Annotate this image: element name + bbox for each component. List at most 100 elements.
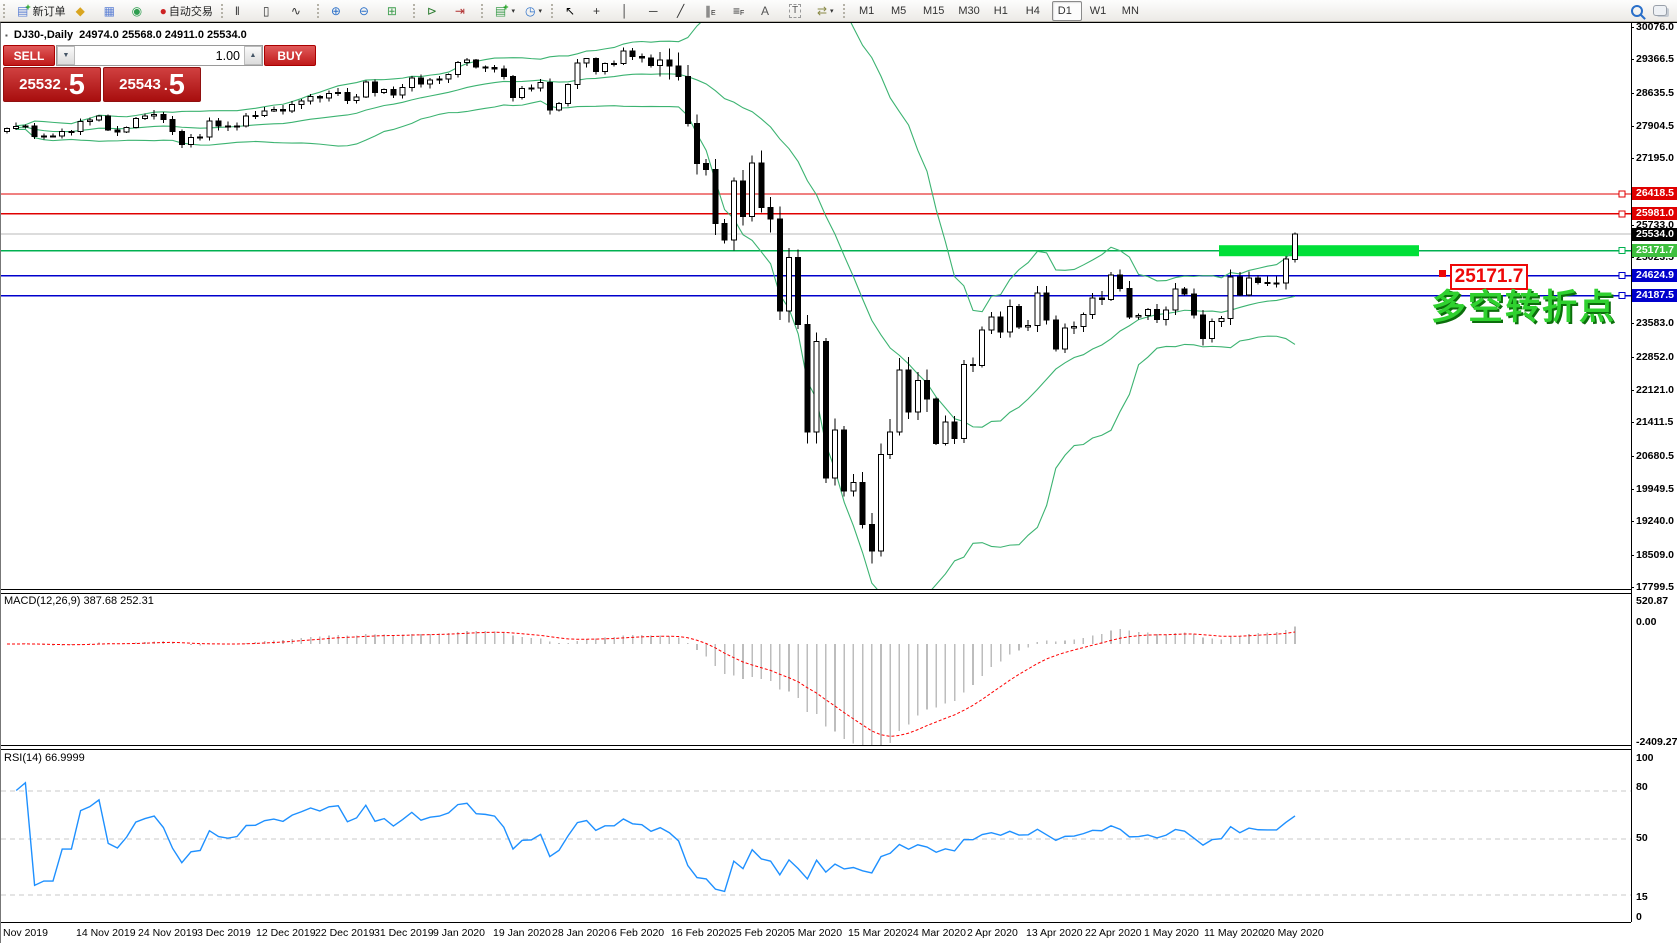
- toolbar: ▤ + 新订单 ◆ ▦ ◉ ● 自动交易 ‖ ▯ ∿ ⊕ ⊖ ⊞ ⊳ ⇥ ▤ + ▾ ◷ ▾ ↖ + │ ─ ╱ ∥ E ≡ F A T ⇄ ▾ M…: [0, 0, 1677, 22]
- horizontal-line-button[interactable]: ─: [645, 1, 671, 21]
- price-axis-label: 28635.5: [1631, 86, 1674, 99]
- fibonacci-button[interactable]: ≡ F: [729, 1, 755, 21]
- tile-windows-button[interactable]: ⊞: [383, 1, 409, 21]
- time-axis-label: 2 Apr 2020: [967, 927, 1018, 939]
- timeframe-h4[interactable]: H4: [1020, 1, 1050, 21]
- autotrading-icon: ●: [159, 3, 167, 18]
- crosshair-icon: +: [592, 3, 600, 18]
- price-axis-label: 23583.0: [1631, 317, 1674, 330]
- candlestick-chart-button[interactable]: ▯: [259, 1, 285, 21]
- text-button[interactable]: A: [757, 1, 783, 21]
- line-end-handle[interactable]: [1618, 292, 1626, 300]
- timeframe-h1-label: H1: [993, 4, 1008, 17]
- timeframe-m15[interactable]: M15: [917, 1, 950, 21]
- vertical-line-button[interactable]: │: [617, 1, 643, 21]
- charts-window-button[interactable]: ▦: [100, 1, 126, 21]
- chart-shift-button[interactable]: ⇥: [451, 1, 477, 21]
- price-axis-label: 29366.5: [1631, 53, 1674, 66]
- time-axis-label: 11 May 2020: [1204, 927, 1264, 939]
- indicators-button[interactable]: ▤ + ▾: [491, 1, 519, 21]
- periods-button[interactable]: ◷ ▾: [521, 1, 547, 21]
- cursor-button[interactable]: ↖: [561, 1, 587, 21]
- annotation-text[interactable]: 多空转折点: [1431, 288, 1617, 327]
- timeframe-h1[interactable]: H1: [988, 1, 1018, 21]
- volume-input[interactable]: [75, 46, 244, 65]
- macd-signal-line: [6, 631, 1296, 737]
- zoom-in-icon: ⊕: [330, 3, 341, 18]
- time-axis[interactable]: Nov 2019 14 Nov 2019 24 Nov 2019 3 Dec 2019…: [1, 922, 1631, 943]
- time-axis-label: 25 Feb 2020: [730, 927, 789, 939]
- rsi-scale-label: 100: [1636, 752, 1654, 764]
- auto-scroll-button[interactable]: ⊳: [423, 1, 449, 21]
- macd-label: MACD(12,26,9) 387.68 252.31: [4, 595, 154, 607]
- zoom-out-icon: ⊖: [358, 3, 369, 18]
- volume-increase-button[interactable]: ▲: [244, 46, 262, 65]
- timeframe-m30-label: M30: [958, 4, 980, 17]
- text-label-icon: T: [788, 3, 802, 18]
- line-chart-icon: ∿: [290, 3, 301, 18]
- community-chat-icon[interactable]: [1653, 5, 1667, 16]
- crosshair-button[interactable]: +: [589, 1, 615, 21]
- line-end-handle[interactable]: [1618, 210, 1626, 218]
- timeframe-m1[interactable]: M1: [853, 1, 883, 21]
- buy-price-dot: .: [163, 76, 168, 93]
- volume-spinner: ▼ ▲: [56, 45, 263, 66]
- timeframe-m5[interactable]: M5: [885, 1, 915, 21]
- chart-shift-icon: ⇥: [454, 3, 465, 18]
- price-axis-label: 27904.5: [1631, 120, 1674, 133]
- time-axis-label: 15 Mar 2020: [848, 927, 907, 939]
- timeframe-m1-label: M1: [858, 4, 875, 17]
- line-end-handle[interactable]: [1618, 272, 1626, 280]
- candles: [4, 47, 1298, 564]
- price-badge: 25981.0: [1632, 207, 1677, 221]
- price-axis[interactable]: 30076.0 29366.5 28635.5 27904.5 27195.0 25733…: [1630, 21, 1677, 923]
- market-watch-button[interactable]: ◉: [128, 1, 154, 21]
- sell-price-button[interactable]: 25532 . 5: [3, 67, 101, 102]
- line-chart-button[interactable]: ∿: [287, 1, 313, 21]
- highlight-bar[interactable]: [1219, 245, 1419, 257]
- time-axis-label: 13 Apr 2020: [1026, 927, 1083, 939]
- new-order-button[interactable]: ▤ + 新订单: [13, 1, 70, 21]
- chevron-down-icon: ▾: [538, 7, 542, 15]
- text-label-button[interactable]: T: [785, 1, 811, 21]
- timeframe-m30[interactable]: M30: [952, 1, 985, 21]
- profiles-button[interactable]: ◆: [72, 1, 98, 21]
- auto-scroll-icon: ⊳: [426, 3, 437, 18]
- bar-chart-button[interactable]: ‖: [231, 1, 257, 21]
- volume-decrease-button[interactable]: ▼: [57, 46, 75, 65]
- timeframe-mn[interactable]: MN: [1116, 1, 1146, 21]
- autotrading-button[interactable]: ● 自动交易: [156, 1, 217, 21]
- zoom-out-button[interactable]: ⊖: [355, 1, 381, 21]
- line-end-handle[interactable]: [1618, 247, 1626, 255]
- pane-separator-rsi[interactable]: [1, 745, 1677, 750]
- macd-canvas[interactable]: [1, 592, 1631, 745]
- sell-price-pip: 5: [68, 68, 85, 101]
- radar-icon: ◉: [131, 3, 143, 18]
- main-chart-canvas[interactable]: [1, 23, 1631, 589]
- rsi-line: [15, 781, 1296, 893]
- rsi-canvas[interactable]: [1, 748, 1631, 922]
- time-axis-label: 14 Nov 2019: [76, 927, 136, 939]
- line-end-handle[interactable]: [1618, 190, 1626, 198]
- sell-price-dot: .: [63, 76, 68, 93]
- buy-button[interactable]: BUY: [264, 45, 316, 66]
- time-axis-label: Nov 2019: [3, 927, 48, 939]
- search-icon[interactable]: [1631, 4, 1643, 17]
- price-line-handle[interactable]: [1439, 270, 1446, 277]
- timeframe-d1[interactable]: D1: [1051, 0, 1082, 21]
- arrows-button[interactable]: ⇄ ▾: [813, 1, 839, 21]
- buy-price-button[interactable]: 25543 . 5: [103, 67, 201, 102]
- pane-separator-macd[interactable]: [1, 589, 1677, 594]
- price-level-label[interactable]: 25171.7: [1450, 264, 1528, 290]
- trendline-icon: ╱: [676, 3, 685, 18]
- buy-price-main: 25543: [119, 76, 161, 93]
- autotrading-button-label: 自动交易: [168, 5, 213, 18]
- trendline-button[interactable]: ╱: [673, 1, 699, 21]
- equidistant-channel-button[interactable]: ∥ E: [701, 1, 727, 21]
- timeframe-w1[interactable]: W1: [1084, 1, 1114, 21]
- zoom-in-button[interactable]: ⊕: [327, 1, 353, 21]
- chevron-down-icon: ▾: [830, 7, 834, 15]
- chart-window[interactable]: Nov 2019 14 Nov 2019 24 Nov 2019 3 Dec 2019…: [0, 21, 1677, 943]
- sell-button[interactable]: SELL: [3, 45, 55, 66]
